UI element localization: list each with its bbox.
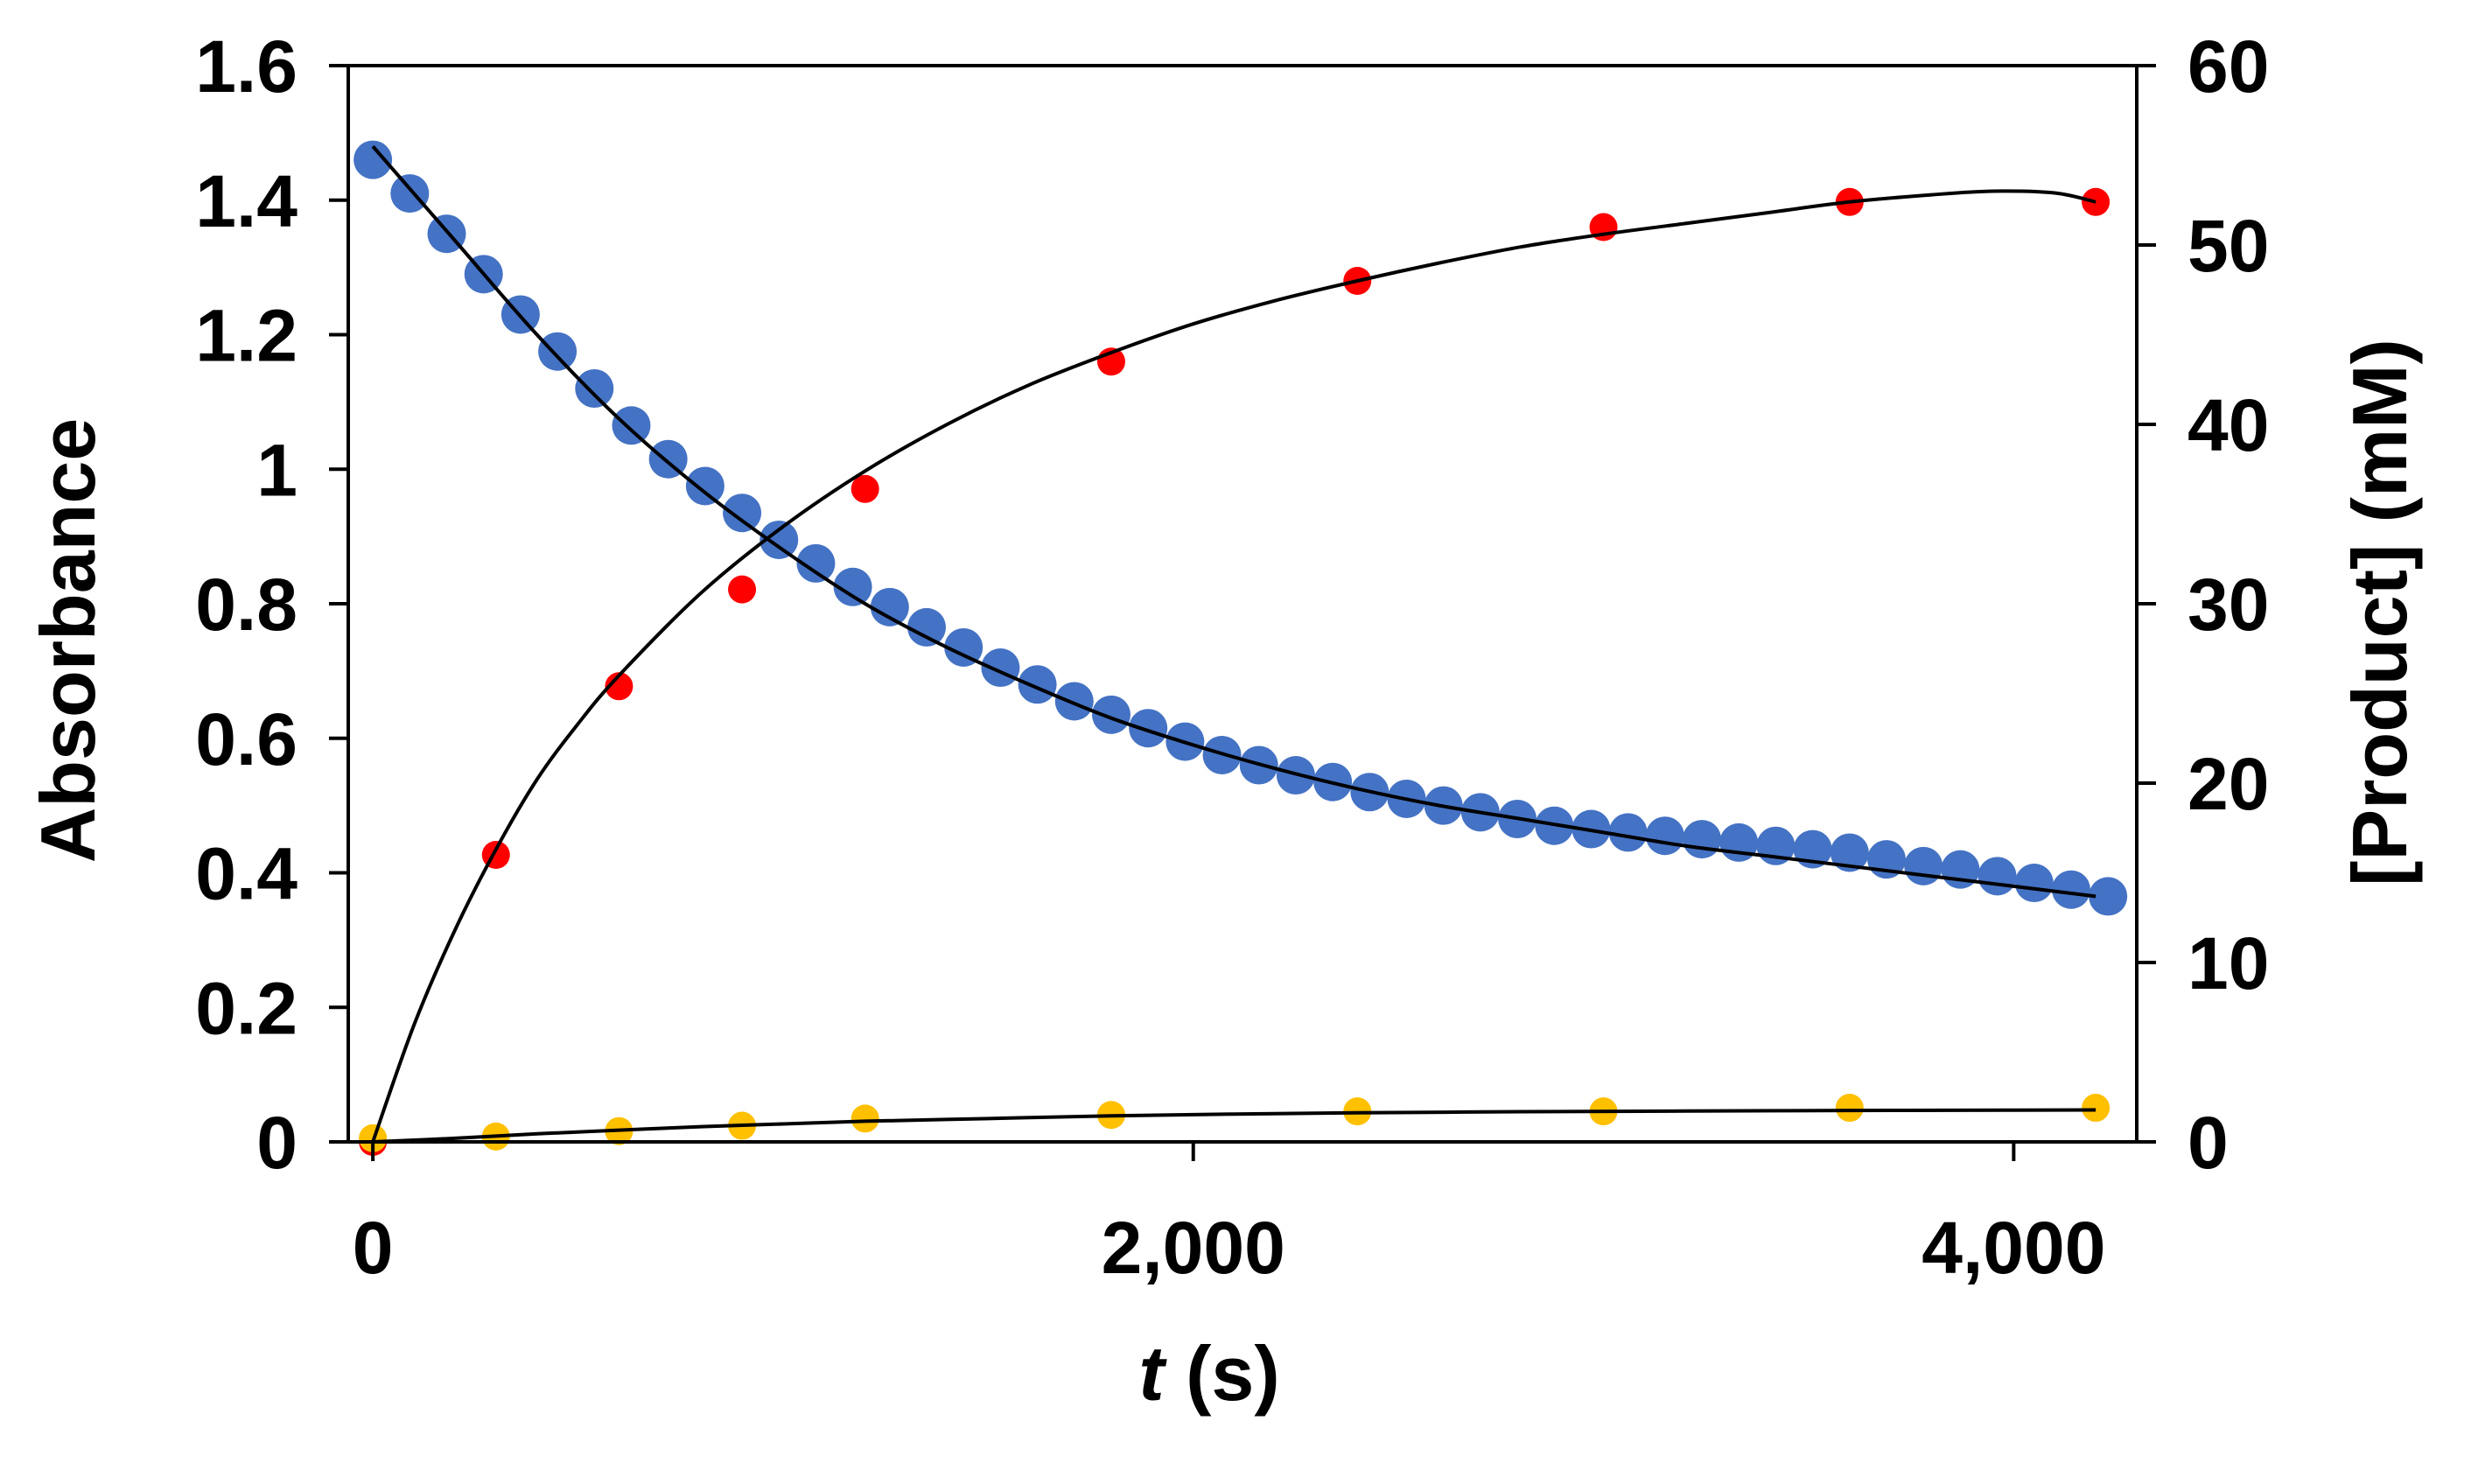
x-tick-label: 0 [353, 1207, 394, 1289]
data-point [760, 520, 799, 559]
data-point [723, 494, 762, 533]
y2-tick-label: 60 [2188, 25, 2269, 108]
data-point [1645, 816, 1684, 856]
y-tick-label: 0.4 [195, 833, 298, 915]
data-point [390, 174, 430, 214]
fit-curve-3 [373, 1108, 2096, 1144]
x-axis-ticks: 0 2,000 4,000 [353, 1142, 2105, 1289]
y2-tick-label: 30 [2188, 564, 2269, 646]
data-point [2014, 864, 2054, 903]
data-markers [354, 140, 2128, 1156]
data-point [605, 672, 634, 701]
data-point [833, 567, 872, 606]
data-point [1608, 813, 1648, 852]
x-axis-title-unit: (s) [1165, 1330, 1280, 1417]
data-point [1830, 833, 1869, 872]
x-axis-title: t (s) [1138, 1330, 1279, 1417]
data-point [1904, 846, 1943, 886]
data-point [1835, 1094, 1864, 1123]
y2-tick-label: 20 [2188, 743, 2269, 825]
data-point [354, 140, 393, 179]
y-tick-label: 0.8 [195, 564, 298, 646]
y-axis-ticks: 0 0.2 0.4 0.6 0.8 1 1.2 1.4 1.6 [195, 25, 348, 1184]
data-point [1054, 682, 1094, 721]
fit-curves [371, 144, 2096, 1144]
data-point [1978, 857, 2017, 896]
y2-tick-label: 0 [2188, 1102, 2229, 1184]
data-point [944, 627, 984, 667]
fit-curve-2 [371, 189, 2096, 1143]
y2-tick-label: 10 [2188, 922, 2269, 1004]
data-point [796, 543, 836, 583]
data-point [2089, 877, 2128, 916]
y2-axis-ticks: 0 10 20 30 40 50 60 [2137, 25, 2269, 1184]
y-tick-label: 1.2 [195, 295, 298, 377]
y-tick-label: 1.4 [195, 160, 298, 242]
y-tick-label: 1.6 [195, 25, 298, 108]
data-point [1018, 665, 1057, 704]
data-point [575, 369, 614, 408]
data-point [870, 587, 909, 626]
y-tick-label: 0.6 [195, 698, 298, 780]
data-point [850, 474, 879, 503]
y2-axis-title: [Product] (mM) [2336, 339, 2423, 886]
data-point [1719, 822, 1759, 862]
y-tick-label: 1 [256, 429, 298, 511]
x-axis-title-variable: t [1138, 1330, 1167, 1417]
x-tick-label: 4,000 [1922, 1207, 2105, 1289]
data-point [1683, 820, 1722, 859]
y-axis-title: Absorbance [24, 418, 111, 864]
data-point [2082, 1094, 2110, 1123]
data-point [907, 607, 947, 647]
series-1 [354, 140, 2128, 916]
x-tick-label: 2,000 [1102, 1207, 1285, 1289]
data-point [1129, 709, 1168, 748]
plot-frame [346, 64, 2138, 1144]
y-tick-label: 0 [256, 1102, 298, 1184]
data-point [850, 1104, 879, 1133]
y-tick-label: 0.2 [195, 967, 298, 1049]
data-point [1091, 695, 1130, 734]
data-point [612, 406, 651, 445]
data-point [538, 332, 578, 371]
fit-curve-1 [371, 144, 2096, 899]
data-point [2051, 870, 2090, 909]
data-point [728, 575, 757, 604]
y2-tick-label: 40 [2188, 384, 2269, 466]
data-point [685, 466, 724, 506]
y2-tick-label: 50 [2188, 205, 2269, 287]
